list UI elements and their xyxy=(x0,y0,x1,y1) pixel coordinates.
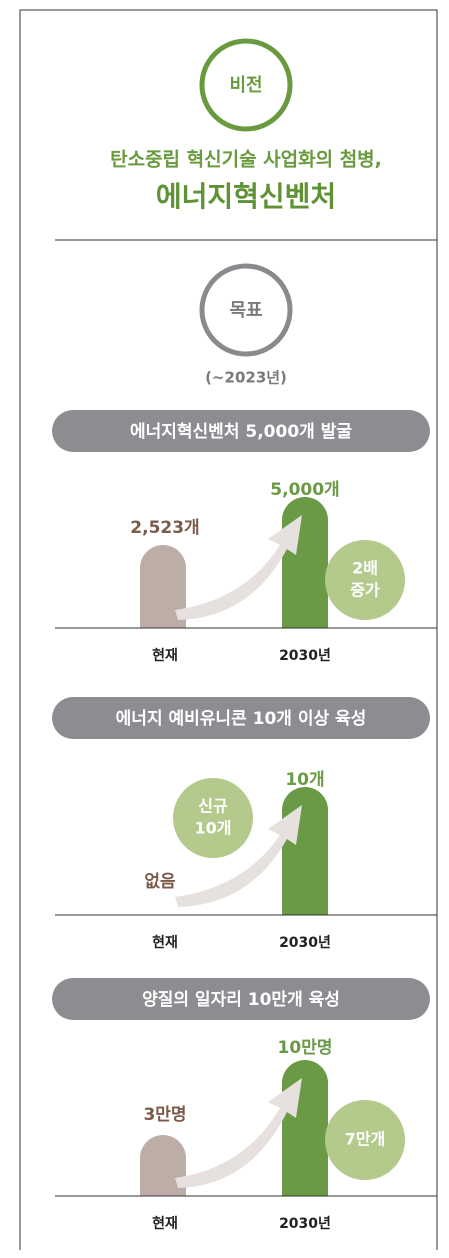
x-label: 2030년 xyxy=(279,1216,331,1232)
target-label: 10만명 xyxy=(278,1038,333,1058)
x-label: 2030년 xyxy=(279,935,331,951)
frame xyxy=(19,9,438,1250)
badge-text: 7만개 xyxy=(345,1130,386,1149)
tagline: 탄소중립 혁신기술 사업화의 첨병, xyxy=(110,149,382,171)
badge-text: 10개 xyxy=(195,819,232,838)
goal-banner xyxy=(52,978,430,1020)
badge xyxy=(325,540,405,620)
goal-label: 목표 xyxy=(229,300,262,321)
current-bar xyxy=(140,1135,186,1196)
goal-title: 에너지 예비유니콘 10개 이상 육성 xyxy=(116,709,367,729)
target-label: 10개 xyxy=(285,770,324,790)
badge xyxy=(173,778,253,858)
goal-period: (~2023년) xyxy=(205,369,287,387)
goal-title: 양질의 일자리 10만개 육성 xyxy=(142,989,340,1010)
growth-arrow xyxy=(175,515,302,620)
goal-banner xyxy=(52,697,430,739)
goal-banner xyxy=(52,410,430,452)
vision-label: 비전 xyxy=(229,75,262,96)
growth-arrow xyxy=(175,805,302,907)
badge-text: 신규 xyxy=(198,797,228,816)
x-label: 2030년 xyxy=(279,648,331,664)
x-label: 현재 xyxy=(152,648,178,664)
target-bar xyxy=(282,787,328,915)
target-bar xyxy=(282,1060,328,1196)
x-label: 현재 xyxy=(152,935,178,951)
growth-arrow xyxy=(175,1078,302,1188)
current-label: 2,523개 xyxy=(130,518,199,538)
badge-text: 2배 xyxy=(352,559,378,578)
goal-title: 에너지혁신벤처 5,000개 발굴 xyxy=(130,421,352,442)
x-label: 현재 xyxy=(152,1216,178,1232)
vision-name: 에너지혁신벤처 xyxy=(156,180,336,213)
current-label: 없음 xyxy=(144,872,176,892)
badge-text: 증가 xyxy=(350,581,380,600)
current-bar xyxy=(140,545,186,628)
badge xyxy=(325,1100,405,1180)
goal-circle xyxy=(199,263,293,357)
vision-circle xyxy=(199,38,293,132)
target-bar xyxy=(282,497,328,628)
target-label: 5,000개 xyxy=(270,480,339,500)
current-label: 3만명 xyxy=(143,1105,186,1125)
